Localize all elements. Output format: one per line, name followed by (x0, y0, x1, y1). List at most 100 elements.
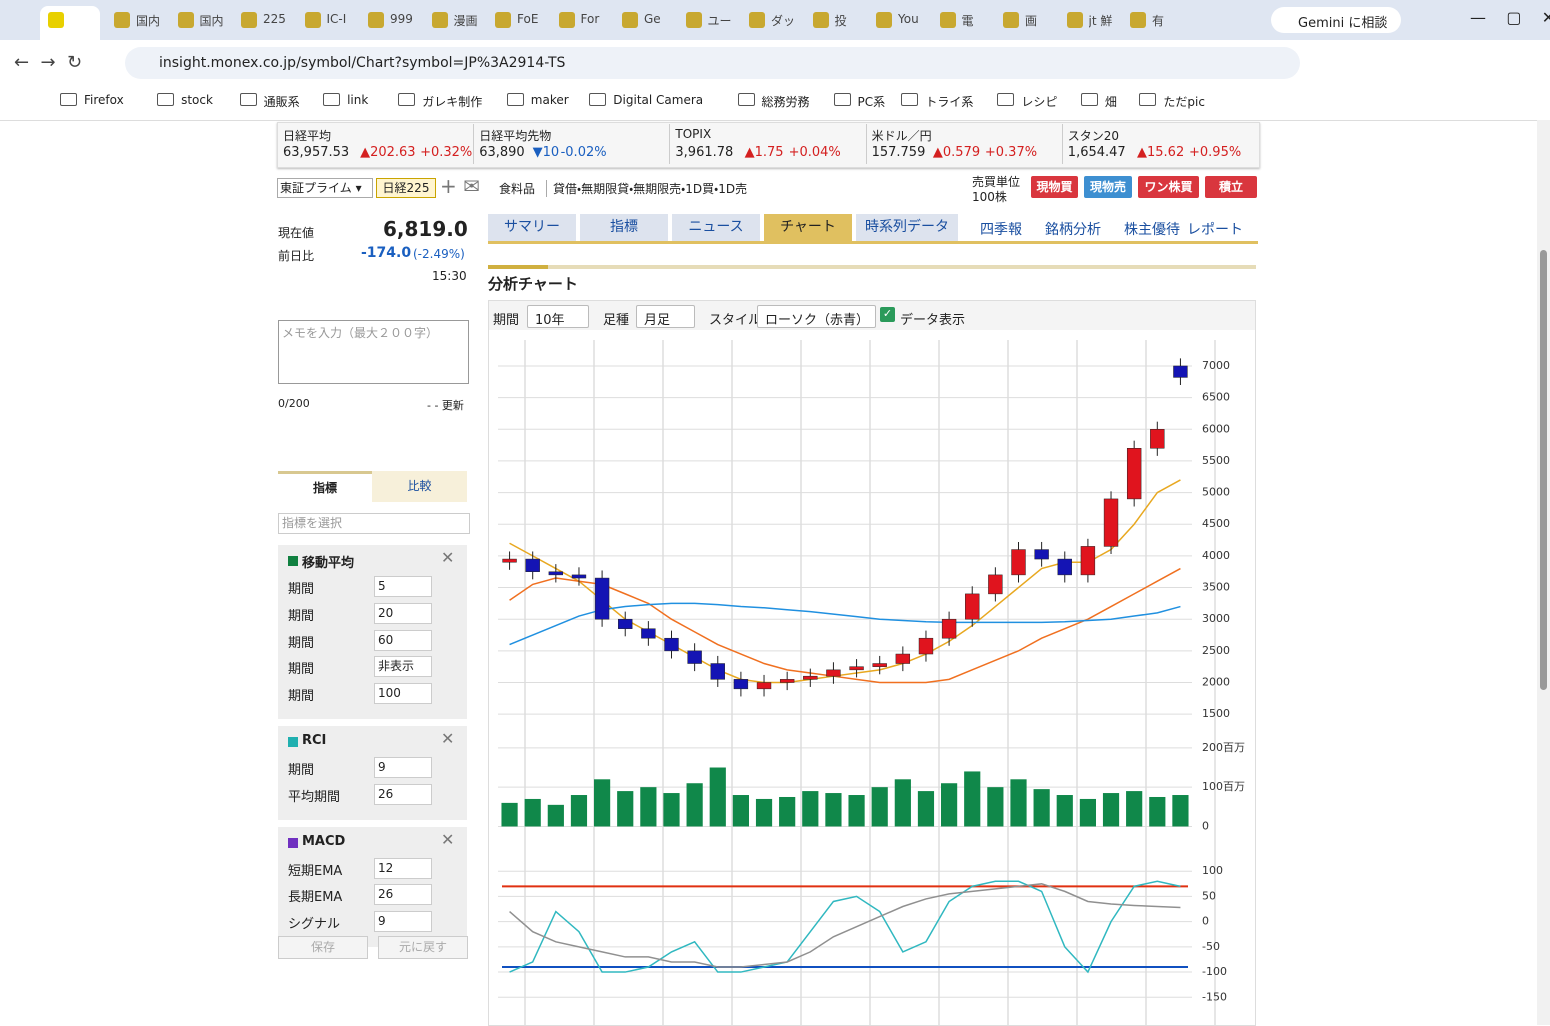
bookmark[interactable]: レシピ (1021, 95, 1058, 109)
param-select[interactable]: 9 (374, 757, 432, 778)
bookmark[interactable]: トライ系 (925, 95, 974, 109)
group-close[interactable]: ✕ (441, 729, 455, 748)
trade-button[interactable]: 積立 (1205, 176, 1257, 198)
nav-link[interactable]: 株主優待 (1124, 222, 1180, 238)
panel-tab[interactable]: 比較 (372, 471, 467, 502)
bookmark-icon (833, 93, 851, 106)
tab-title[interactable]: 有 (1152, 14, 1165, 28)
bookmark[interactable]: ただpic (1163, 95, 1205, 109)
tab-title[interactable]: 999 (390, 12, 413, 26)
bookmark[interactable]: stock (181, 93, 213, 107)
save-button[interactable]: 保存 (278, 936, 368, 959)
tab-title[interactable]: IC-I (326, 12, 347, 26)
nav-link[interactable]: 四季報 (980, 222, 1022, 238)
volume-bar (547, 804, 564, 827)
trade-button[interactable]: 現物買 (1031, 176, 1078, 198)
bookmark[interactable]: Digital Camera (613, 93, 704, 107)
tab-title[interactable]: ダッ (771, 14, 796, 28)
ticker-name[interactable]: TOPIX (675, 127, 712, 141)
tab-title[interactable]: 国内 (136, 14, 161, 28)
bookmark[interactable]: 総務労務 (761, 95, 810, 109)
checkbox[interactable]: ✓ (880, 307, 895, 322)
nav-tab[interactable]: チャート (764, 214, 852, 241)
ticker-pct: +0.32% (420, 145, 473, 160)
ticker-name[interactable]: スタン20 (1067, 129, 1120, 143)
candle-body (548, 571, 564, 576)
tab-title[interactable]: 投 (834, 14, 847, 28)
icons[interactable]: + ✉ (440, 174, 480, 198)
ticker-name[interactable]: 米ドル／円 (871, 129, 932, 143)
trade-button[interactable]: 現物売 (1084, 176, 1132, 198)
param-select[interactable]: 26 (374, 783, 432, 805)
tab-title[interactable]: 電 (961, 14, 974, 28)
control-select[interactable] (527, 305, 589, 328)
group-title: 移動平均 (302, 556, 355, 571)
bookmark[interactable]: 畑 (1104, 95, 1117, 109)
nav-tab[interactable]: 時系列データ (856, 214, 958, 241)
reset-button[interactable]: 元に戻す (378, 936, 468, 959)
group-close[interactable]: ✕ (441, 548, 455, 567)
tab-title[interactable]: 国内 (199, 14, 224, 28)
param-select[interactable]: 60 (374, 629, 432, 651)
bookmark-icon (1080, 93, 1098, 106)
volume-bar (871, 787, 888, 827)
nav-tab[interactable]: 指標 (580, 214, 668, 241)
ticker-name[interactable]: 日経平均 (283, 129, 332, 143)
tab-title[interactable]: For (580, 12, 600, 26)
tab-title[interactable]: Ge (644, 12, 661, 26)
bookmark[interactable]: 通販系 (263, 95, 300, 109)
tab-title[interactable]: ユー (707, 14, 732, 28)
tab-icon (114, 12, 130, 28)
ticker-price: 3,961.78 (675, 145, 734, 160)
bookmark[interactable]: link (347, 93, 369, 107)
tab-title[interactable]: 画 (1025, 14, 1038, 28)
market-select[interactable]: 東証プライム ▾ (277, 178, 373, 198)
bookmark[interactable]: ガレキ制作 (422, 95, 483, 109)
nav-tab[interactable]: ニュース (672, 214, 760, 241)
param-select[interactable]: 非表示 (374, 656, 432, 678)
gemini-button[interactable] (1271, 7, 1401, 33)
volume-bar (594, 779, 611, 827)
param-label: 短期EMA (288, 863, 343, 879)
scrollbar[interactable] (1537, 120, 1550, 1025)
window-controls[interactable]: — ▢ ✕ (1470, 8, 1550, 27)
tab-title[interactable]: jt 鮮 (1088, 14, 1113, 28)
y-tick-label: 100 (1202, 864, 1223, 877)
nav-buttons[interactable]: ← → ↻ (14, 52, 83, 73)
group-close[interactable]: ✕ (441, 829, 455, 849)
bookmark[interactable]: PC系 (857, 95, 886, 109)
candle-body (872, 663, 887, 667)
ticker-change: ▲15.62 (1137, 145, 1185, 160)
y-tick-label: 3500 (1202, 581, 1230, 594)
candle-body (1080, 546, 1096, 576)
nav-tab[interactable]: サマリー (488, 214, 576, 241)
ticker-name[interactable]: 日経平均先物 (479, 129, 552, 143)
tab-title[interactable]: 漫画 (453, 14, 478, 28)
param-select[interactable]: 12 (374, 857, 432, 879)
param-select[interactable]: 100 (374, 683, 432, 705)
tab-title[interactable]: You (898, 12, 919, 26)
memo-input[interactable]: メモを入力（最大２００字） (278, 320, 469, 384)
tab-title[interactable]: FoE (517, 12, 539, 26)
param-select[interactable]: 5 (374, 576, 432, 597)
control-label: スタイル (709, 313, 762, 328)
y-tick-label: -100 (1202, 965, 1227, 978)
param-select[interactable]: 20 (374, 602, 432, 624)
param-select[interactable]: 26 (374, 884, 432, 906)
tab-title[interactable]: 225 (263, 12, 286, 26)
panel-tab[interactable]: 指標 (278, 471, 372, 502)
nav-link[interactable]: 銘柄分析 (1045, 222, 1101, 238)
memo-update[interactable]: - - 更新 (427, 399, 464, 412)
bookmark-icon (398, 93, 416, 106)
control-select[interactable] (757, 305, 876, 328)
control-select[interactable] (636, 305, 695, 328)
bookmark[interactable]: Firefox (84, 93, 124, 107)
param-select[interactable]: 9 (374, 911, 432, 933)
nav-link[interactable]: レポート (1187, 222, 1243, 238)
volume-bar (1172, 795, 1189, 827)
y-tick-label: 0 (1202, 915, 1209, 928)
trade-button[interactable]: ワン株買 (1138, 176, 1199, 198)
address-bar[interactable] (125, 47, 1300, 79)
indicator-select[interactable]: 指標を選択 (278, 513, 470, 534)
bookmark[interactable]: maker (530, 93, 569, 107)
